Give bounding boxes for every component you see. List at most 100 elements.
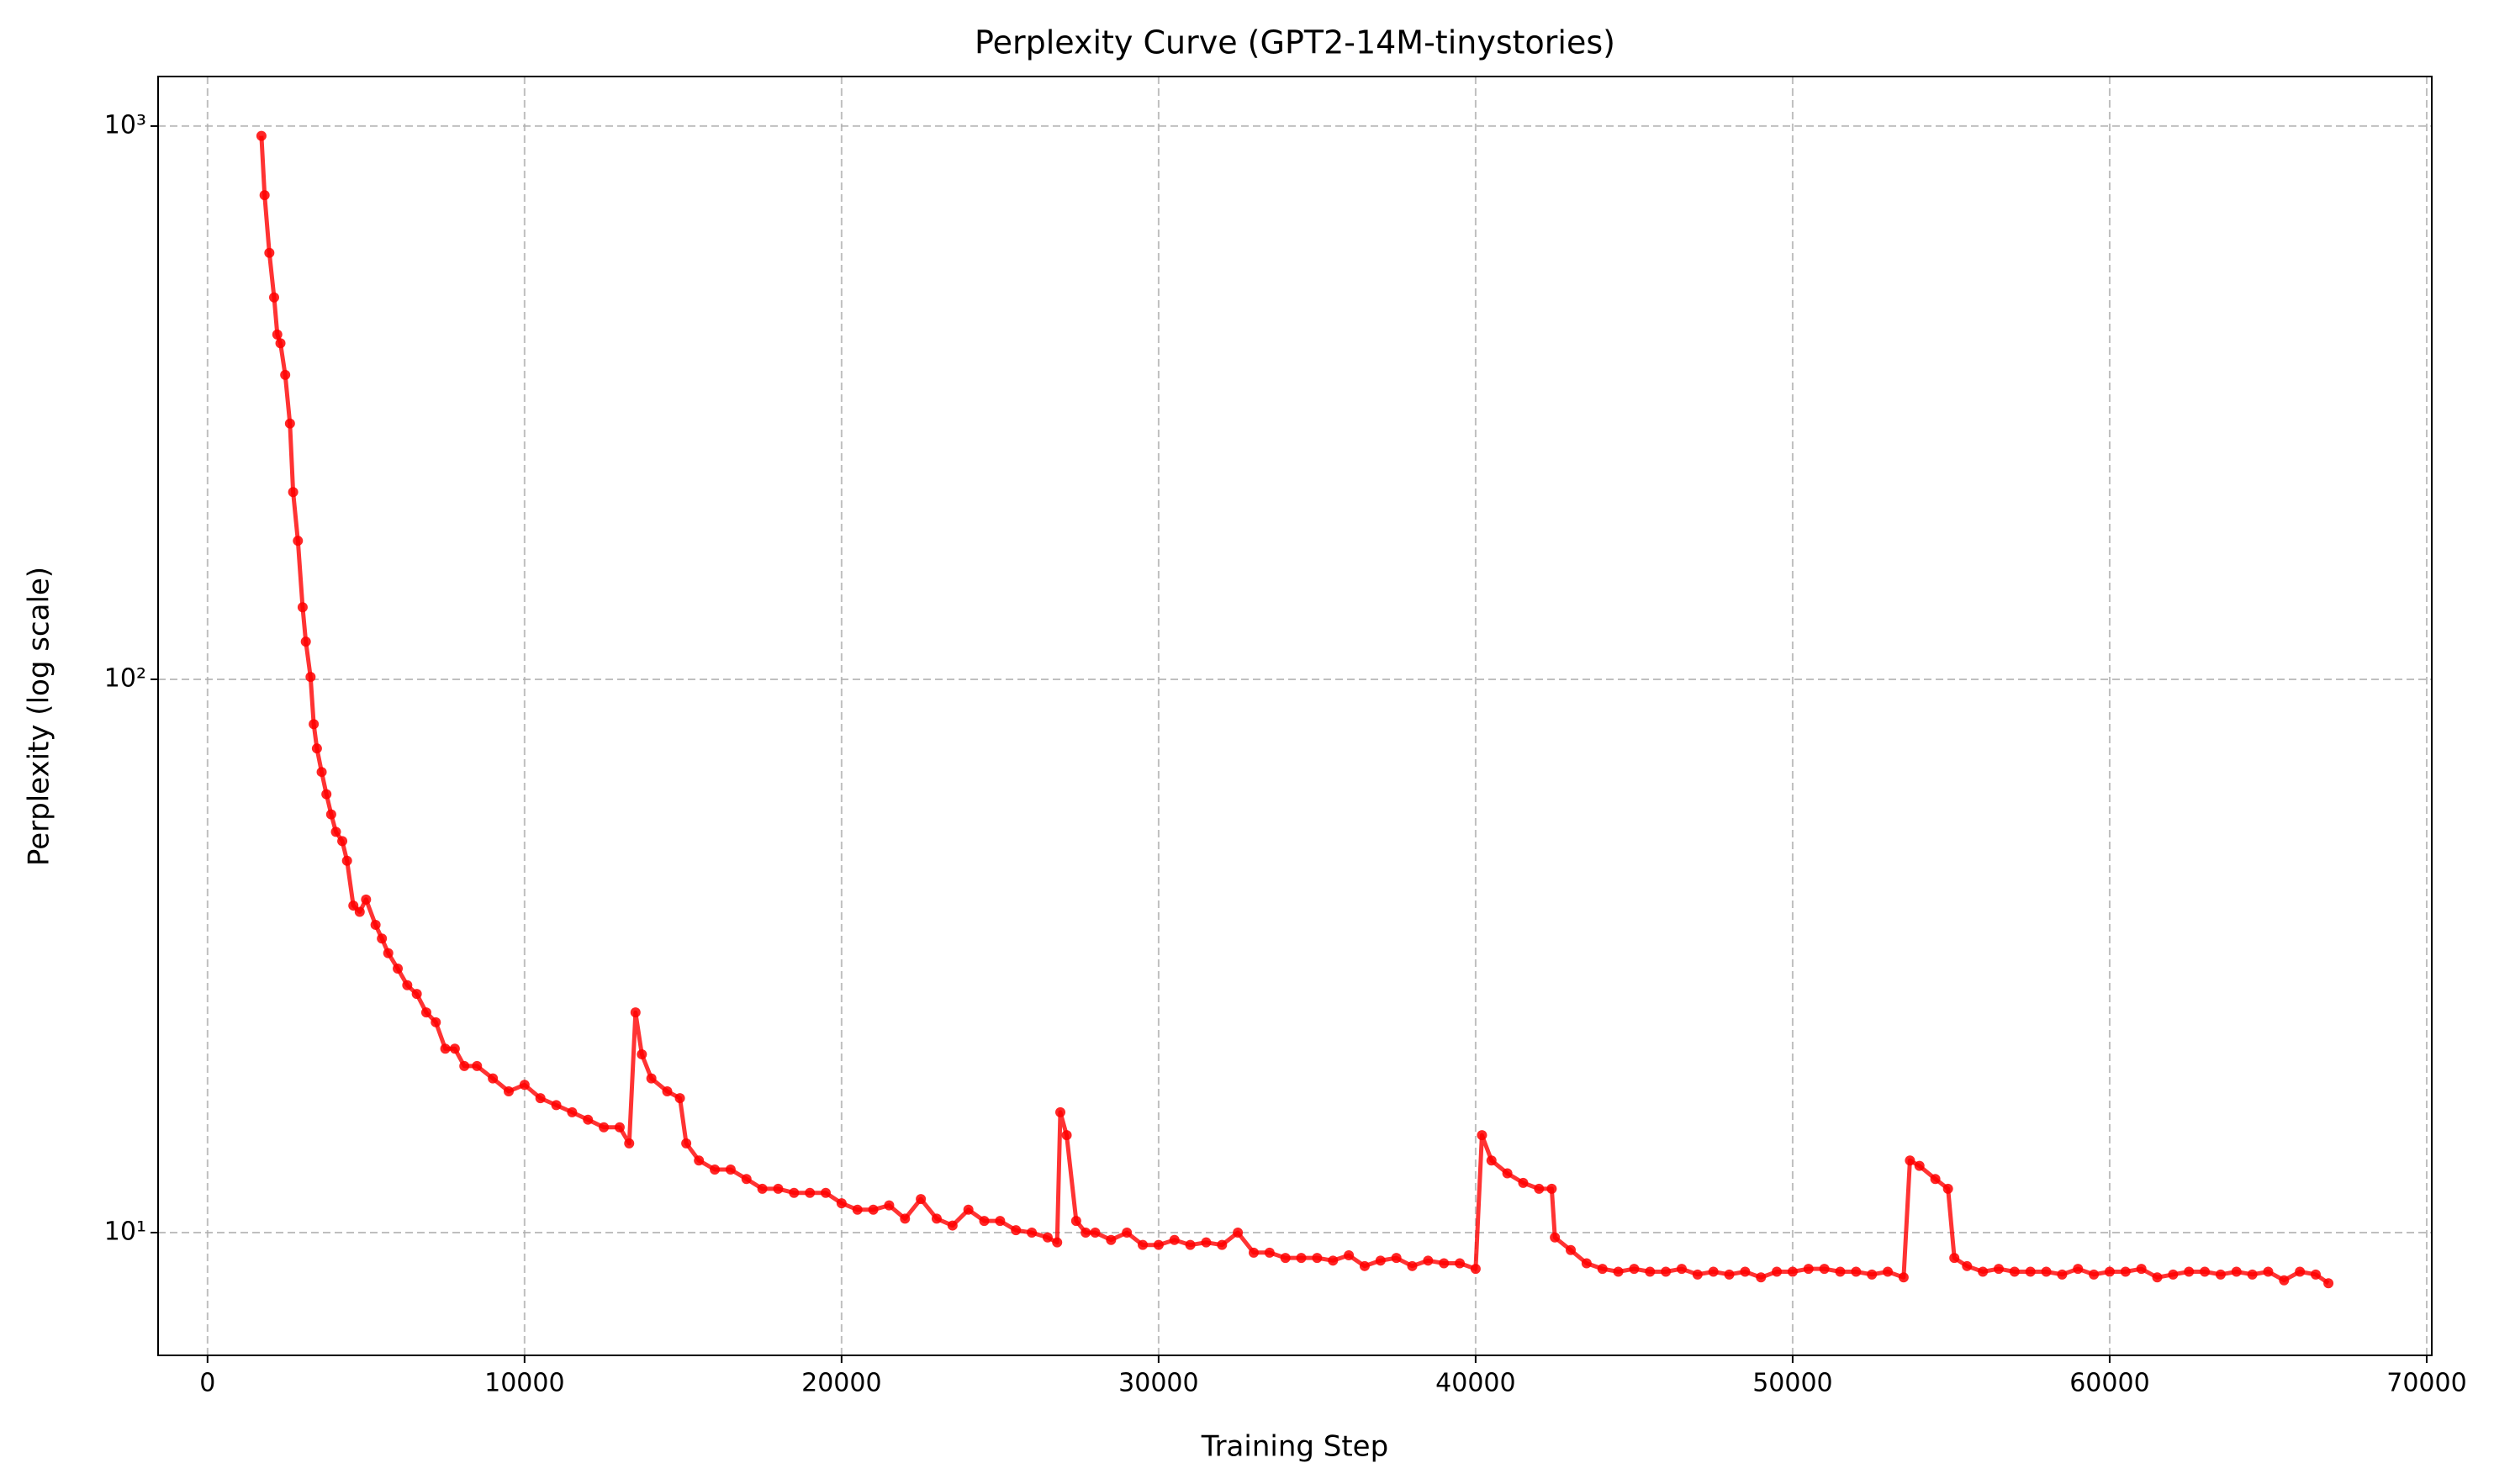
data-point bbox=[773, 1183, 784, 1194]
data-point bbox=[330, 826, 341, 837]
data-point bbox=[836, 1198, 847, 1209]
data-point bbox=[2152, 1272, 2163, 1283]
data-point bbox=[2136, 1264, 2147, 1275]
x-tick-label: 20000 bbox=[801, 1369, 881, 1398]
data-point bbox=[459, 1060, 470, 1071]
data-point bbox=[757, 1183, 768, 1194]
data-point bbox=[1138, 1239, 1149, 1250]
data-point bbox=[288, 487, 299, 498]
data-point bbox=[681, 1138, 692, 1149]
data-point bbox=[1375, 1255, 1386, 1266]
data-point bbox=[1740, 1266, 1751, 1277]
data-point bbox=[440, 1043, 451, 1054]
data-point bbox=[1344, 1249, 1355, 1260]
x-tick-label: 40000 bbox=[1435, 1369, 1515, 1398]
data-point bbox=[1676, 1264, 1687, 1275]
data-point bbox=[1546, 1183, 1557, 1194]
data-point bbox=[293, 536, 304, 547]
data-point bbox=[1042, 1232, 1053, 1243]
data-point bbox=[1914, 1160, 1925, 1171]
data-point bbox=[305, 672, 316, 683]
data-point bbox=[488, 1073, 499, 1084]
data-point bbox=[280, 369, 291, 380]
plot-frame bbox=[157, 76, 2433, 1356]
x-axis-label: Training Step bbox=[1201, 1430, 1388, 1464]
x-tick-label: 30000 bbox=[1118, 1369, 1198, 1398]
data-point bbox=[931, 1213, 942, 1224]
data-point bbox=[1724, 1269, 1735, 1280]
data-point bbox=[1169, 1234, 1180, 1245]
data-point bbox=[2323, 1278, 2334, 1289]
data-point bbox=[551, 1100, 562, 1111]
data-point bbox=[741, 1174, 752, 1185]
x-tick-label: 60000 bbox=[2069, 1369, 2149, 1398]
data-point bbox=[1280, 1253, 1291, 1264]
data-point bbox=[1055, 1106, 1066, 1117]
data-point bbox=[1081, 1228, 1091, 1238]
data-point bbox=[361, 894, 372, 905]
data-point bbox=[1898, 1272, 1909, 1283]
data-point bbox=[2295, 1266, 2306, 1277]
data-point bbox=[2231, 1266, 2242, 1277]
data-point bbox=[2104, 1266, 2115, 1277]
data-point bbox=[789, 1187, 800, 1198]
data-point bbox=[1550, 1232, 1561, 1243]
data-point bbox=[259, 190, 270, 201]
data-point bbox=[1629, 1264, 1640, 1275]
x-tick-label: 70000 bbox=[2386, 1369, 2466, 1398]
data-point bbox=[916, 1194, 927, 1205]
data-point bbox=[2311, 1269, 2322, 1280]
data-point bbox=[519, 1080, 530, 1091]
data-point bbox=[1597, 1264, 1608, 1275]
data-point bbox=[1477, 1130, 1487, 1141]
data-point bbox=[674, 1093, 685, 1104]
data-point bbox=[325, 809, 336, 820]
data-point bbox=[1949, 1253, 1960, 1264]
data-point bbox=[1581, 1258, 1592, 1269]
data-point bbox=[1486, 1155, 1497, 1166]
data-point bbox=[1011, 1225, 1022, 1236]
data-point bbox=[341, 855, 352, 866]
data-point bbox=[1566, 1244, 1577, 1255]
y-tick-label: 10³ bbox=[104, 110, 146, 140]
data-point bbox=[725, 1164, 736, 1175]
data-point bbox=[2200, 1266, 2211, 1277]
data-point bbox=[337, 836, 348, 847]
data-point bbox=[1070, 1216, 1081, 1227]
data-point bbox=[1264, 1247, 1275, 1258]
data-point bbox=[979, 1216, 990, 1227]
x-tick-label: 50000 bbox=[1752, 1369, 1832, 1398]
data-point bbox=[393, 964, 404, 974]
data-point bbox=[1756, 1272, 1767, 1283]
data-point bbox=[1518, 1177, 1529, 1188]
data-point bbox=[377, 933, 388, 944]
data-point bbox=[1772, 1266, 1783, 1277]
data-point bbox=[1328, 1255, 1339, 1266]
data-point bbox=[1502, 1168, 1513, 1179]
data-point bbox=[1867, 1269, 1878, 1280]
data-point bbox=[535, 1093, 546, 1104]
data-point bbox=[1217, 1239, 1228, 1250]
data-point bbox=[272, 329, 283, 340]
data-point bbox=[1930, 1174, 1941, 1185]
y-tick-label: 10¹ bbox=[104, 1217, 146, 1247]
data-point bbox=[852, 1204, 863, 1215]
data-point bbox=[1061, 1130, 1072, 1141]
data-point bbox=[2184, 1266, 2195, 1277]
data-point bbox=[2263, 1266, 2274, 1277]
data-point bbox=[995, 1216, 1006, 1227]
data-point bbox=[2120, 1266, 2131, 1277]
data-point bbox=[1692, 1269, 1703, 1280]
data-point bbox=[567, 1106, 578, 1117]
chart-title: Perplexity Curve (GPT2-14M-tinystories) bbox=[975, 24, 1615, 61]
data-point bbox=[1106, 1234, 1117, 1245]
data-point bbox=[2025, 1266, 2036, 1277]
data-point bbox=[1312, 1253, 1323, 1264]
data-point bbox=[1296, 1253, 1307, 1264]
data-point bbox=[1978, 1266, 1989, 1277]
data-point bbox=[2041, 1266, 2052, 1277]
data-point bbox=[1962, 1260, 1973, 1271]
data-point bbox=[583, 1114, 594, 1125]
data-point bbox=[503, 1086, 514, 1097]
data-point bbox=[309, 719, 320, 730]
